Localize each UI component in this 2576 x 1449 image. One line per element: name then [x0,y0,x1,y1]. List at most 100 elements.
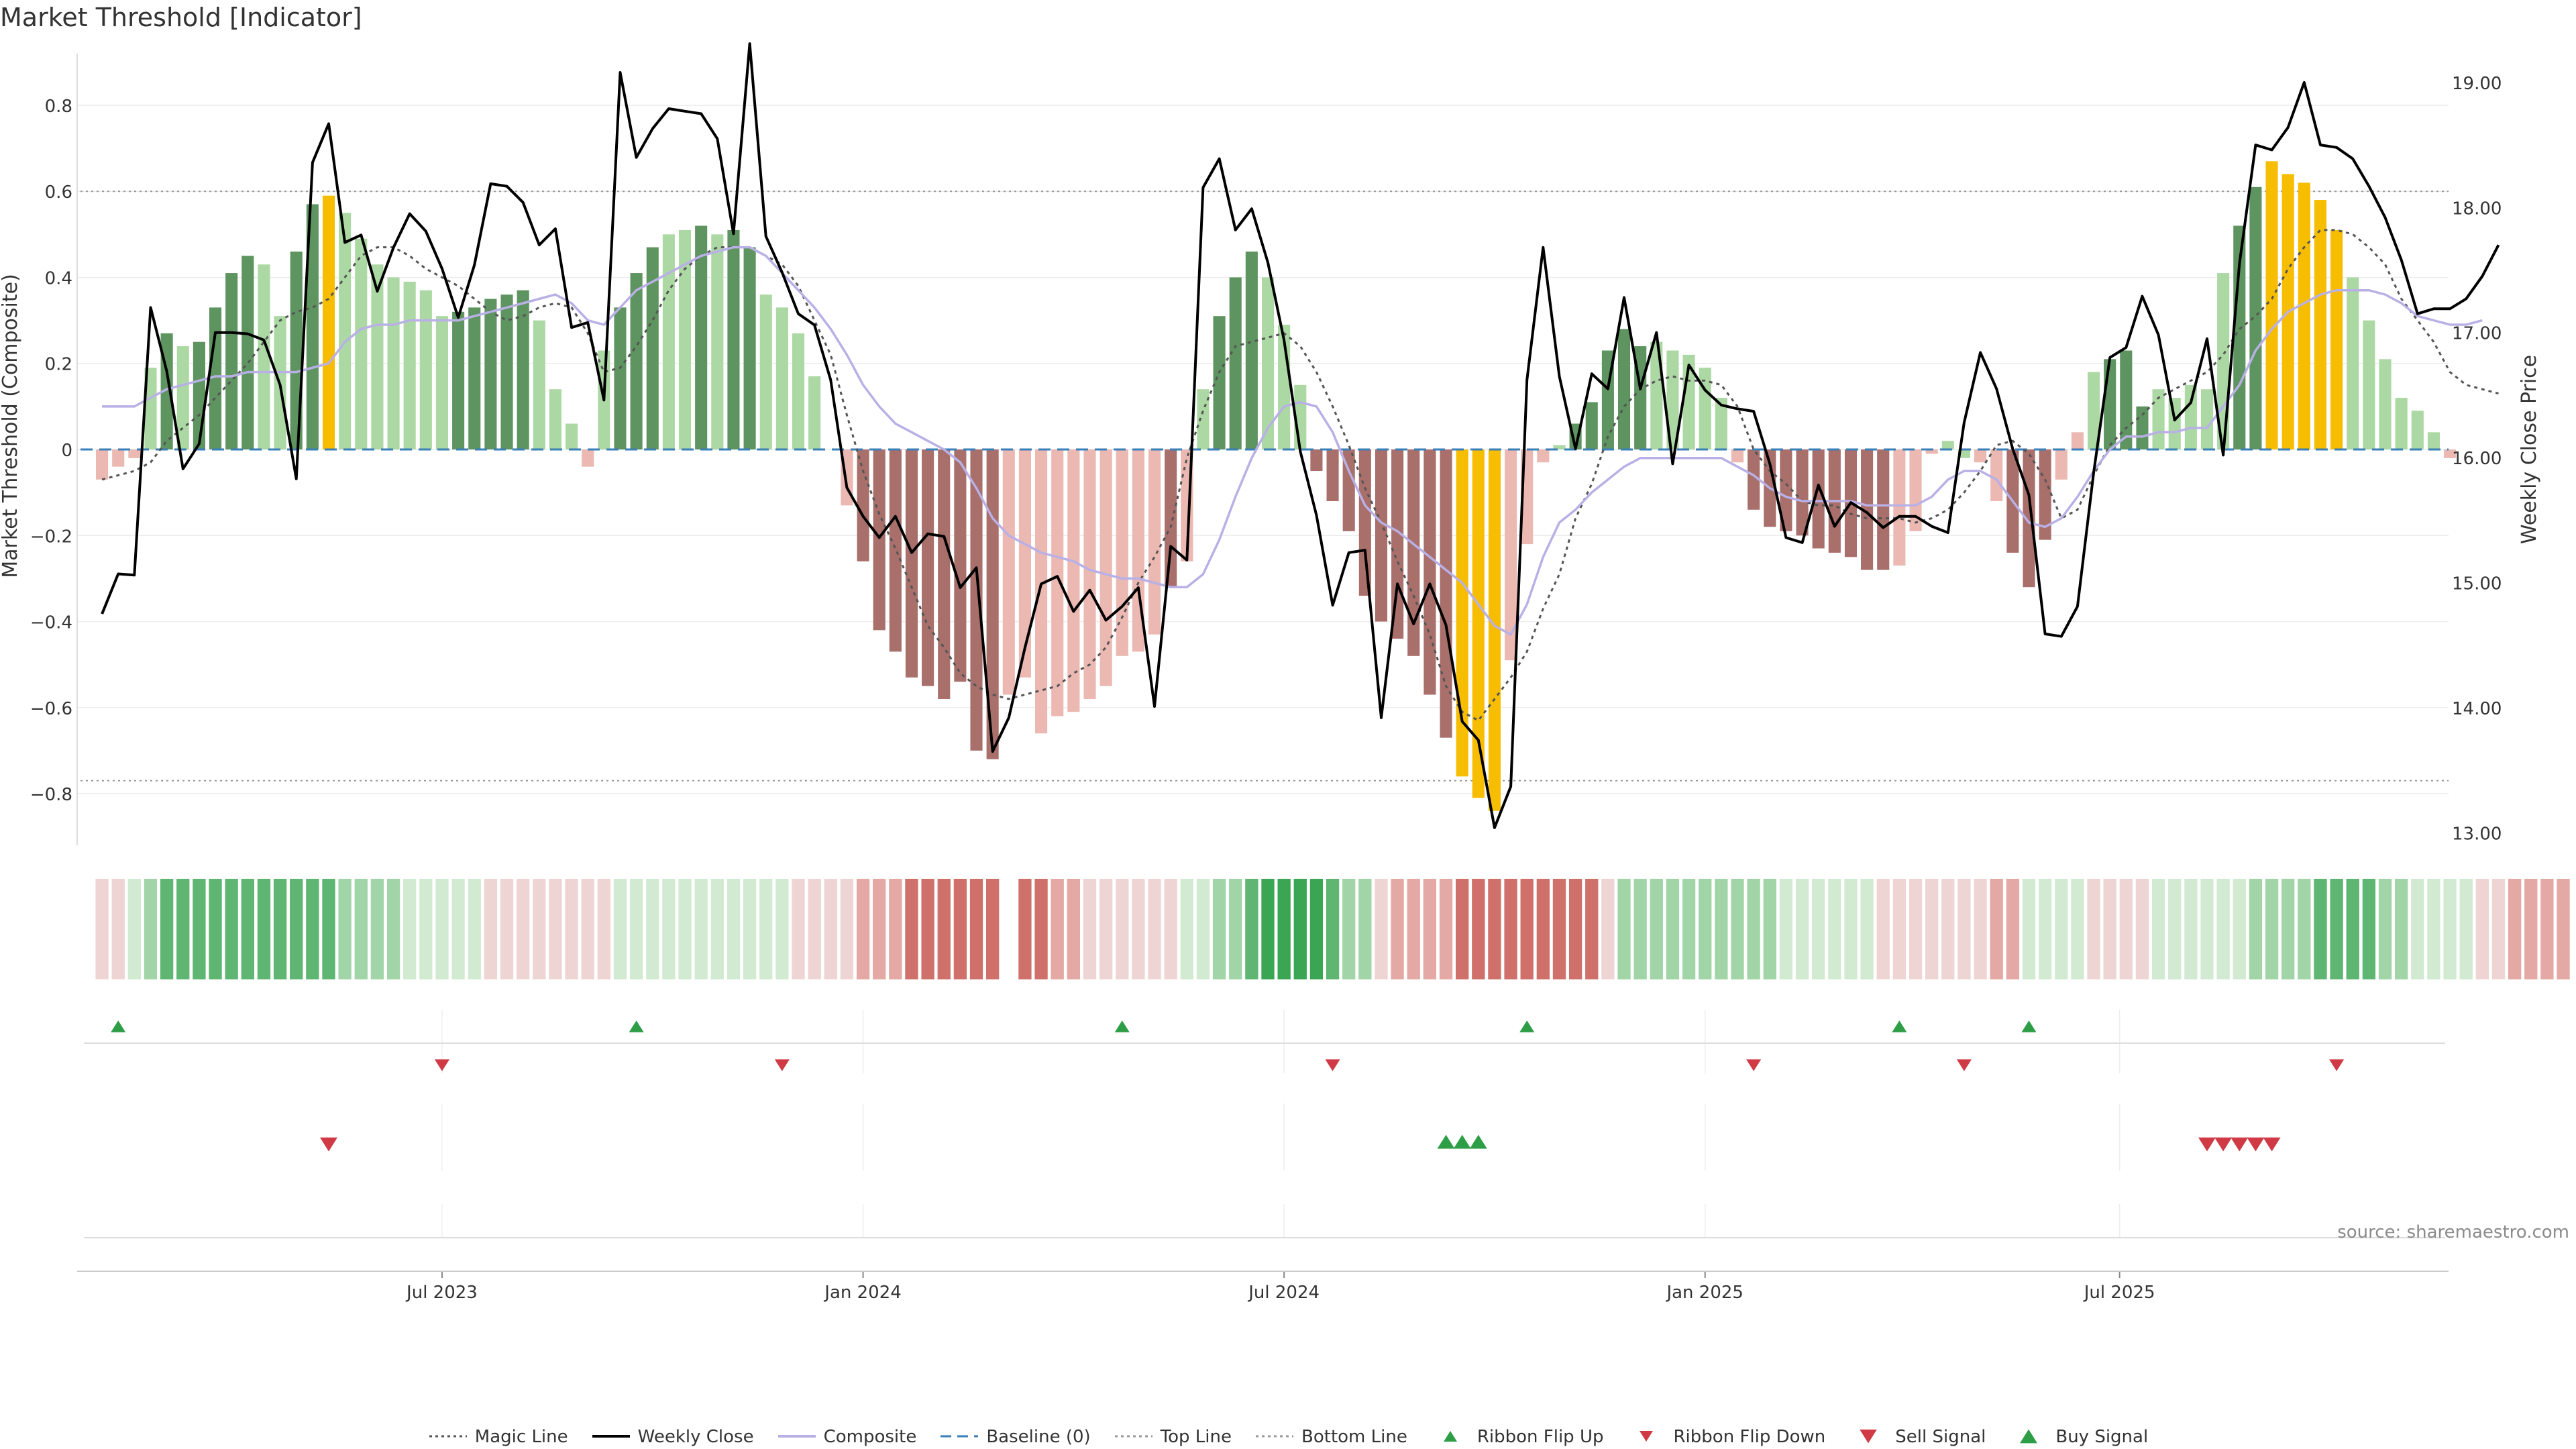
composite-bar [339,213,352,449]
ribbon-cell [2233,879,2246,979]
ribbon-cell [2087,879,2100,979]
legend-label: Ribbon Flip Up [1477,1427,1604,1447]
composite-bar [792,333,805,449]
composite-bar [695,225,708,449]
composite-bar [500,294,513,449]
composite-bar [1342,449,1355,531]
composite-bar [322,195,335,449]
legend: Magic Line Weekly Close Composite Baseline … [0,1427,2576,1447]
composite-bar [193,341,205,449]
composite-bar [1051,449,1064,716]
composite-bar [1990,449,2003,501]
chart-title: Market Threshold [Indicator] [0,3,362,32]
ribbon-cell [889,879,902,979]
ribbon-cell [1731,879,1744,979]
ribbon-cell [160,879,174,979]
left-axis-label: Market Threshold (Composite) [0,274,22,578]
ribbon-cell [1536,879,1550,979]
ribbon-cell [808,879,821,979]
ribbon-cell [1682,879,1696,979]
ribbon-cell [322,879,335,979]
ribbon-cell [2135,879,2149,979]
ribbon-cell [225,879,238,979]
right-tick-label: 17.00 [2452,324,2502,344]
composite-bar [1375,449,1388,622]
ribbon-cell [338,879,352,979]
ribbon-cell [2475,879,2489,979]
ribbon-flip-up-marker [111,1020,126,1032]
composite-bar [209,307,222,449]
composite-bar [468,307,481,449]
ribbon-cell [290,879,303,979]
composite-bar [1456,449,1468,777]
ribbon-cell [2411,879,2424,979]
ribbon-cell [840,879,854,979]
composite-bar [517,290,529,449]
composite-bar [1877,449,1890,570]
ribbon-cell [2330,879,2343,979]
ribbon-cell [1067,879,1080,979]
x-tick-label: Jan 2024 [823,1283,902,1303]
ribbon-cell [2395,879,2408,979]
legend-label: Weekly Close [637,1427,754,1447]
composite-bar [2120,350,2133,449]
ribbon-cell [1779,879,1793,979]
composite-bar [2298,182,2310,449]
composite-bar [419,290,432,449]
composite-bar [986,449,999,759]
composite-bar [1440,449,1452,738]
composite-bar [1035,449,1048,734]
composite-bar [1245,252,1258,449]
ribbon-cell [1568,879,1582,979]
legend-label: Bottom Line [1301,1427,1407,1447]
ribbon-cell [2055,879,2068,979]
ribbon-cell [1617,879,1631,979]
ribbon-cell [1747,879,1760,979]
ribbon-cell [1407,879,1420,979]
ribbon-cell [95,879,109,979]
composite-bar [1099,449,1112,686]
ribbon-cell [1212,879,1226,979]
ribbon-cell [1601,879,1615,979]
ribbon-flip-up-marker [2021,1020,2037,1032]
ribbon-cell [1633,879,1647,979]
ribbon-cell [581,879,594,979]
ribbon-cell [873,879,886,979]
sell-signal-marker [2214,1137,2233,1152]
composite-bar [258,264,270,449]
left-tick-label: 0.4 [45,268,72,288]
composite-bar [1424,449,1436,695]
grid-layer [78,105,2449,1238]
ribbon-cell [2022,879,2036,979]
composite-bar [371,264,384,449]
ribbon-cell [1925,879,1939,979]
legend-item: Bottom Line [1254,1427,1407,1447]
legend-label: Baseline (0) [986,1427,1091,1447]
ribbon-cell [1358,879,1372,979]
legend-item: Weekly Close [591,1427,754,1447]
legend-item: Top Line [1114,1427,1232,1447]
composite-bar [1650,341,1663,449]
dotted-line-icon [1114,1430,1154,1444]
ribbon-cell [354,879,368,979]
composite-bar [2444,449,2457,458]
ribbon-cell [2459,879,2473,979]
sell-signal-marker [2198,1137,2216,1152]
right-tick-label: 19.00 [2452,74,2502,94]
composite-bar [2087,372,2100,449]
ribbon-cell [775,879,789,979]
composite-bar [1261,277,1275,449]
composite-bar [2152,389,2165,449]
composite-bar [1148,449,1161,635]
ribbon-cell [2346,879,2359,979]
ribbon-cell [451,879,465,979]
legend-label: Sell Signal [1895,1427,1986,1447]
composite-bar [2200,389,2214,449]
purple-line-icon [777,1430,817,1444]
ribbon-cell [386,879,400,979]
ribbon-cell [1699,879,1712,979]
solid-line-icon [591,1430,631,1444]
composite-bar [2055,449,2068,480]
legend-item: Sell Signal [1848,1427,1986,1447]
triangle-down-icon [1848,1430,1888,1444]
